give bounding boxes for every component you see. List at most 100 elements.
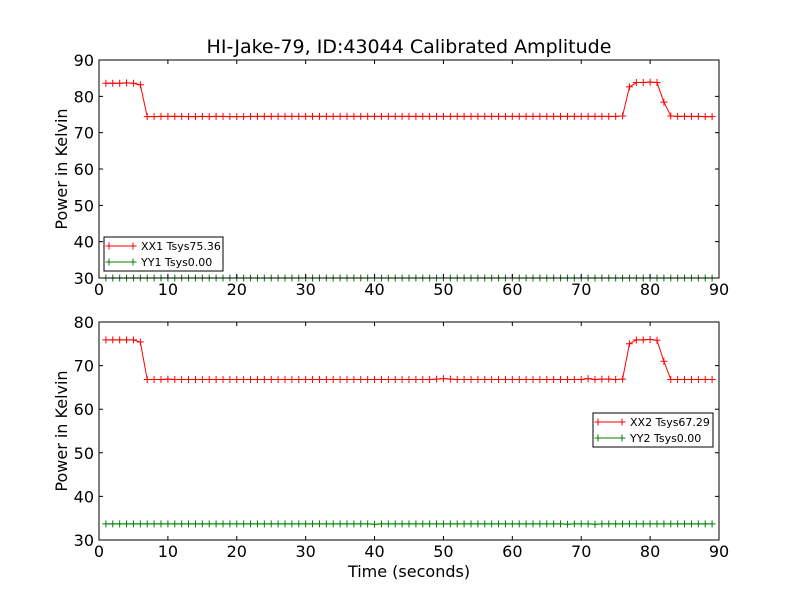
bottom-series-1-point [302,520,310,528]
bottom-series-0-point [481,376,489,384]
bottom-series-1-point [667,520,675,528]
top-x-tick-label: 60 [502,280,522,299]
top-series-0-point [446,112,454,120]
bottom-series-1-point [433,520,441,528]
bottom-series-0-point [267,376,275,384]
bottom-series-0-point [639,336,647,344]
bottom-series-1-point [439,520,447,528]
bottom-series-0-point [171,376,179,384]
bottom-series-0-point [143,376,151,384]
bottom-series-1-point [357,520,365,528]
top-series-0 [102,78,716,121]
bottom-legend: XX2 Tsys67.29 YY2 Tsys0.00 [592,412,714,448]
top-y-tick-label: 60 [74,160,94,179]
bottom-series-1-point [391,520,399,528]
bottom-series-1-point [198,520,206,528]
bottom-axes-frame [98,321,720,541]
top-legend-marker-1 [129,258,137,266]
bottom-series-1-point [653,520,661,528]
top-series-0-point [474,112,482,120]
chart-title: HI-Jake-79, ID:43044 Calibrated Amplitud… [207,36,612,58]
bottom-series-1-point [150,520,158,528]
top-series-0-point [625,83,633,91]
bottom-legend-box [592,412,714,448]
bottom-series-0 [102,335,716,384]
top-legend-label-1: YY1 Tsys0.00 [140,256,212,269]
top-x-tick-label: 80 [640,280,660,299]
bottom-series-1-point [625,520,633,528]
bottom-series-1-point [708,520,716,528]
bottom-series-1-point [584,520,592,528]
bottom-series-1-point [171,520,179,528]
top-series-0-point [550,112,558,120]
bottom-series-0-point [274,376,282,384]
bottom-series-0-point [315,376,323,384]
top-x-tick-label: 30 [295,280,315,299]
top-series-0-point [143,113,151,121]
top-series-0-point [123,79,131,87]
top-y-tick-label: 50 [74,196,94,215]
top-series-0-point [605,112,613,120]
bottom-series-0-point [426,376,434,384]
bottom-series-0-point [398,376,406,384]
top-series-0-point [453,112,461,120]
top-series-0-point [364,112,372,120]
bottom-x-tick-label: 80 [640,542,660,561]
top-legend-marker-0 [129,242,137,250]
bottom-series-1-point [557,520,565,528]
top-series-0-point [350,112,358,120]
top-series-0-point [481,112,489,120]
top-series-0-point [384,112,392,120]
bottom-series-0-point [357,376,365,384]
bottom-series-0-point [405,376,413,384]
bottom-series-0-point [302,376,310,384]
bottom-x-tick-label: 30 [295,542,315,561]
bottom-series-0-point [488,376,496,384]
top-series-0-point [315,112,323,120]
bottom-series-0-point [495,376,503,384]
top-series-0-point [619,112,627,120]
bottom-legend-marker-0 [594,418,602,426]
top-series-0-point [398,112,406,120]
top-series-0-point [102,79,110,87]
top-series-0-point [288,112,296,120]
top-x-tick-label: 10 [158,280,178,299]
bottom-series-1-point [329,520,337,528]
bottom-series-1-point [598,520,606,528]
top-series-0-point [687,112,695,120]
bottom-series-1-point [136,520,144,528]
bottom-series-0-point [109,336,117,344]
bottom-series-0-point [701,376,709,384]
bottom-series-1-point [364,520,372,528]
top-x-tick-label: 50 [433,280,453,299]
top-series-0-point [646,78,654,86]
bottom-series-0-point [371,376,379,384]
bottom-series-0-point [460,376,468,384]
top-series-0-point [584,112,592,120]
top-series-0-point [501,112,509,120]
top-series-0-point [694,112,702,120]
top-series-0-point [391,112,399,120]
bottom-series-0-point [364,376,372,384]
bottom-series-1-point [446,520,454,528]
bottom-series-1-point [701,520,709,528]
bottom-series-0-point [474,376,482,384]
bottom-series-0-point [591,376,599,384]
bottom-series-0-point [233,376,241,384]
bottom-series-0-point [412,376,420,384]
bottom-series-1-point [240,520,248,528]
bottom-series-0-point [185,376,193,384]
bottom-series-0-point [295,376,303,384]
bottom-series-1-point [191,520,199,528]
top-series-0-point [212,112,220,120]
bottom-series-1-point [322,520,330,528]
bottom-series-1-point [343,520,351,528]
top-series-0-point [508,112,516,120]
bottom-series-1-point [164,520,172,528]
top-series-0-point [681,112,689,120]
bottom-legend-marker-1 [594,434,602,442]
top-series-0-point [598,112,606,120]
top-series-0-point [191,113,199,121]
bottom-series-1-point [309,520,317,528]
